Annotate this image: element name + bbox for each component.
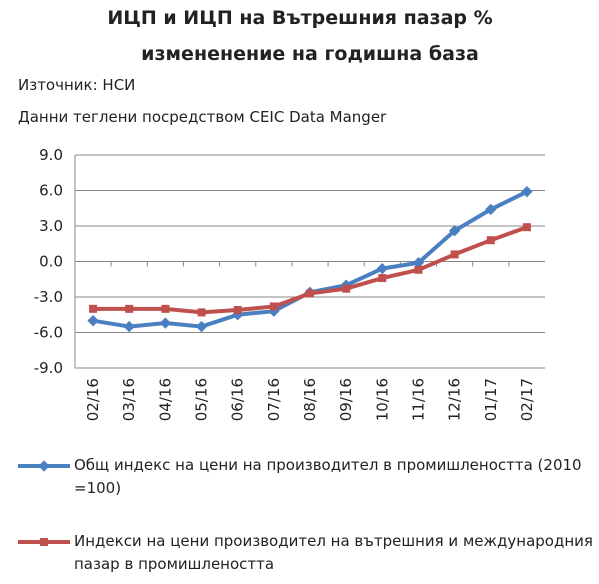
point bbox=[378, 274, 387, 283]
point bbox=[159, 317, 172, 329]
x-tick-label: 01/17 bbox=[482, 378, 500, 421]
series-line bbox=[93, 225, 528, 315]
source: Източник: НСИ bbox=[18, 76, 135, 94]
point bbox=[448, 225, 461, 237]
y-tick-label: 3.0 bbox=[39, 217, 63, 235]
point bbox=[485, 203, 497, 216]
point bbox=[450, 250, 459, 259]
note: Данни теглени посредством CEIC Data Mang… bbox=[18, 108, 387, 126]
point bbox=[522, 223, 531, 232]
point bbox=[521, 186, 533, 198]
point bbox=[161, 304, 170, 313]
x-tick-label: 05/16 bbox=[193, 378, 211, 421]
point bbox=[123, 320, 135, 333]
legend-marker bbox=[38, 460, 50, 472]
x-tick-label: 03/16 bbox=[120, 378, 138, 421]
point bbox=[233, 306, 242, 315]
x-tick-label: 12/16 bbox=[446, 378, 464, 421]
x-tick-label: 06/16 bbox=[229, 378, 247, 421]
point bbox=[269, 302, 278, 311]
point bbox=[414, 265, 423, 274]
legend-label: Индекси на цени производител на вътрешни… bbox=[74, 532, 593, 573]
chart-title: ИЦП и ИЦП на Вътрешния пазар % bbox=[107, 7, 492, 29]
x-tick-label: 07/16 bbox=[265, 378, 283, 421]
point bbox=[195, 320, 208, 333]
point bbox=[306, 289, 314, 298]
y-tick-label: -6.0 bbox=[34, 324, 63, 342]
point bbox=[486, 236, 495, 245]
x-tick-label: 11/16 bbox=[409, 378, 427, 421]
x-tick-label: 02/16 bbox=[84, 378, 102, 421]
point bbox=[412, 257, 425, 269]
point bbox=[89, 304, 98, 313]
point bbox=[197, 308, 206, 317]
legend-label: Общ индекс на цени на производител в про… bbox=[74, 456, 582, 497]
y-tick-label: -9.0 bbox=[34, 359, 63, 377]
y-tick-label: 9.0 bbox=[39, 146, 63, 164]
x-tick-label: 04/16 bbox=[156, 378, 174, 421]
y-tick-label: 0.0 bbox=[39, 253, 63, 271]
series-line bbox=[92, 189, 528, 329]
x-tick-label: 10/16 bbox=[373, 378, 391, 421]
point bbox=[376, 262, 388, 275]
point bbox=[342, 284, 351, 293]
legend-marker bbox=[40, 538, 48, 546]
y-tick-label: 6.0 bbox=[39, 182, 63, 200]
point bbox=[87, 315, 99, 327]
x-tick-label: 02/17 bbox=[518, 378, 536, 421]
y-tick-label: -3.0 bbox=[34, 288, 63, 306]
chart-subtitle: измененение на годишна база bbox=[141, 43, 479, 65]
point bbox=[125, 304, 134, 313]
x-tick-label: 08/16 bbox=[301, 378, 319, 421]
x-tick-label: 09/16 bbox=[337, 378, 355, 421]
